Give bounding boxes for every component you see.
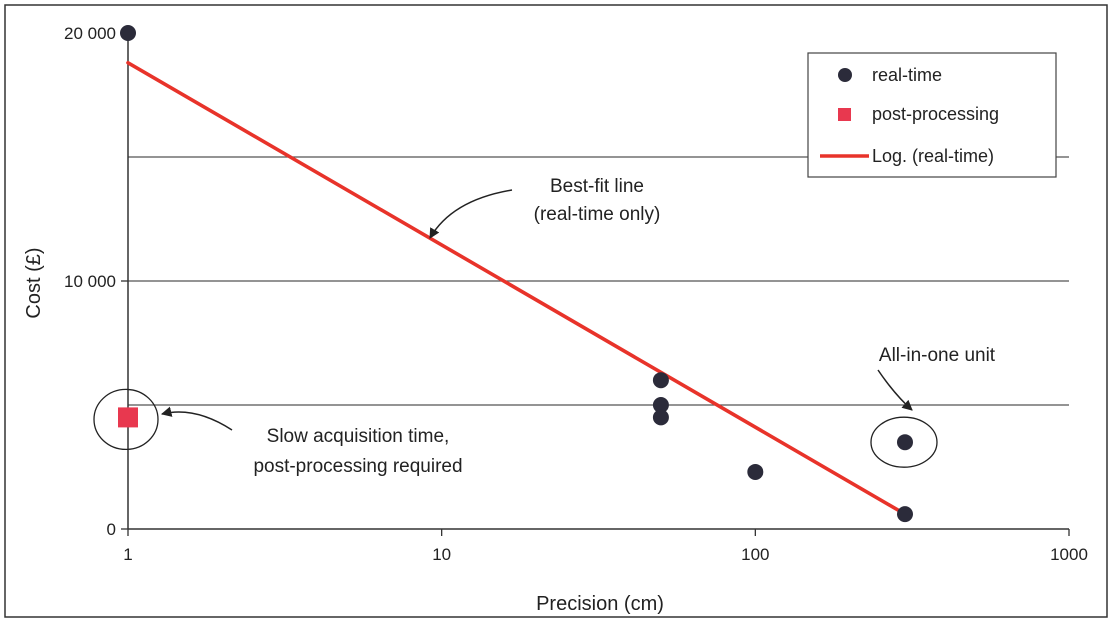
annotation-best-fit-text: (real-time only) — [534, 204, 661, 225]
data-point-real-time — [652, 397, 669, 413]
data-point-real-time — [747, 463, 764, 480]
y-tick-label: 10 000 — [64, 272, 116, 291]
annotation-best-fit-arrow — [429, 189, 513, 239]
legend-marker-post-processing — [838, 108, 851, 121]
legend-marker-real-time — [838, 68, 852, 82]
x-tick-label: 1 — [123, 545, 132, 564]
annotation-slow-acquisition-arrow — [160, 406, 233, 431]
data-point-real-time — [652, 372, 669, 389]
legend-label-real-time: real-time — [872, 65, 942, 85]
x-tick-label: 10 — [432, 545, 451, 564]
legend: real-time post-processing Log. (real-tim… — [807, 52, 1057, 178]
annotations: Best-fit line (real-time only) Slow acquis… — [93, 176, 996, 477]
annotation-highlight-ellipse-all-in-one — [870, 416, 938, 468]
annotation-highlight-ellipse-post-processing — [93, 388, 159, 451]
data-point-real-time — [896, 506, 913, 523]
tick-labels: 0 10 000 20 000 1 10 100 1000 — [64, 24, 1088, 564]
data-point-real-time — [120, 25, 136, 41]
x-tick-label: 100 — [741, 545, 769, 564]
data-point-real-time — [896, 434, 913, 451]
annotation-all-in-one-text: All-in-one unit — [879, 345, 996, 366]
legend-label-log-trendline: Log. (real-time) — [872, 146, 994, 166]
legend-label-post-processing: post-processing — [872, 104, 999, 124]
trendline-log-real-time — [126, 60, 907, 516]
annotation-best-fit-text: Best-fit line — [550, 176, 644, 197]
annotation-slow-acquisition-text: post-processing required — [253, 456, 462, 477]
y-tick-label: 0 — [107, 520, 116, 539]
data-point-real-time — [652, 409, 669, 426]
x-axis-label: Precision (cm) — [536, 593, 664, 615]
y-tick-label: 20 000 — [64, 24, 116, 43]
annotation-slow-acquisition-text: Slow acquisition time, — [267, 426, 450, 447]
series — [118, 25, 913, 523]
x-tick-label: 1000 — [1050, 545, 1088, 564]
data-point-post-processing — [118, 407, 138, 428]
axes — [121, 27, 1070, 536]
annotation-all-in-one-arrow — [877, 369, 913, 411]
y-axis-label: Cost (£) — [23, 247, 45, 318]
